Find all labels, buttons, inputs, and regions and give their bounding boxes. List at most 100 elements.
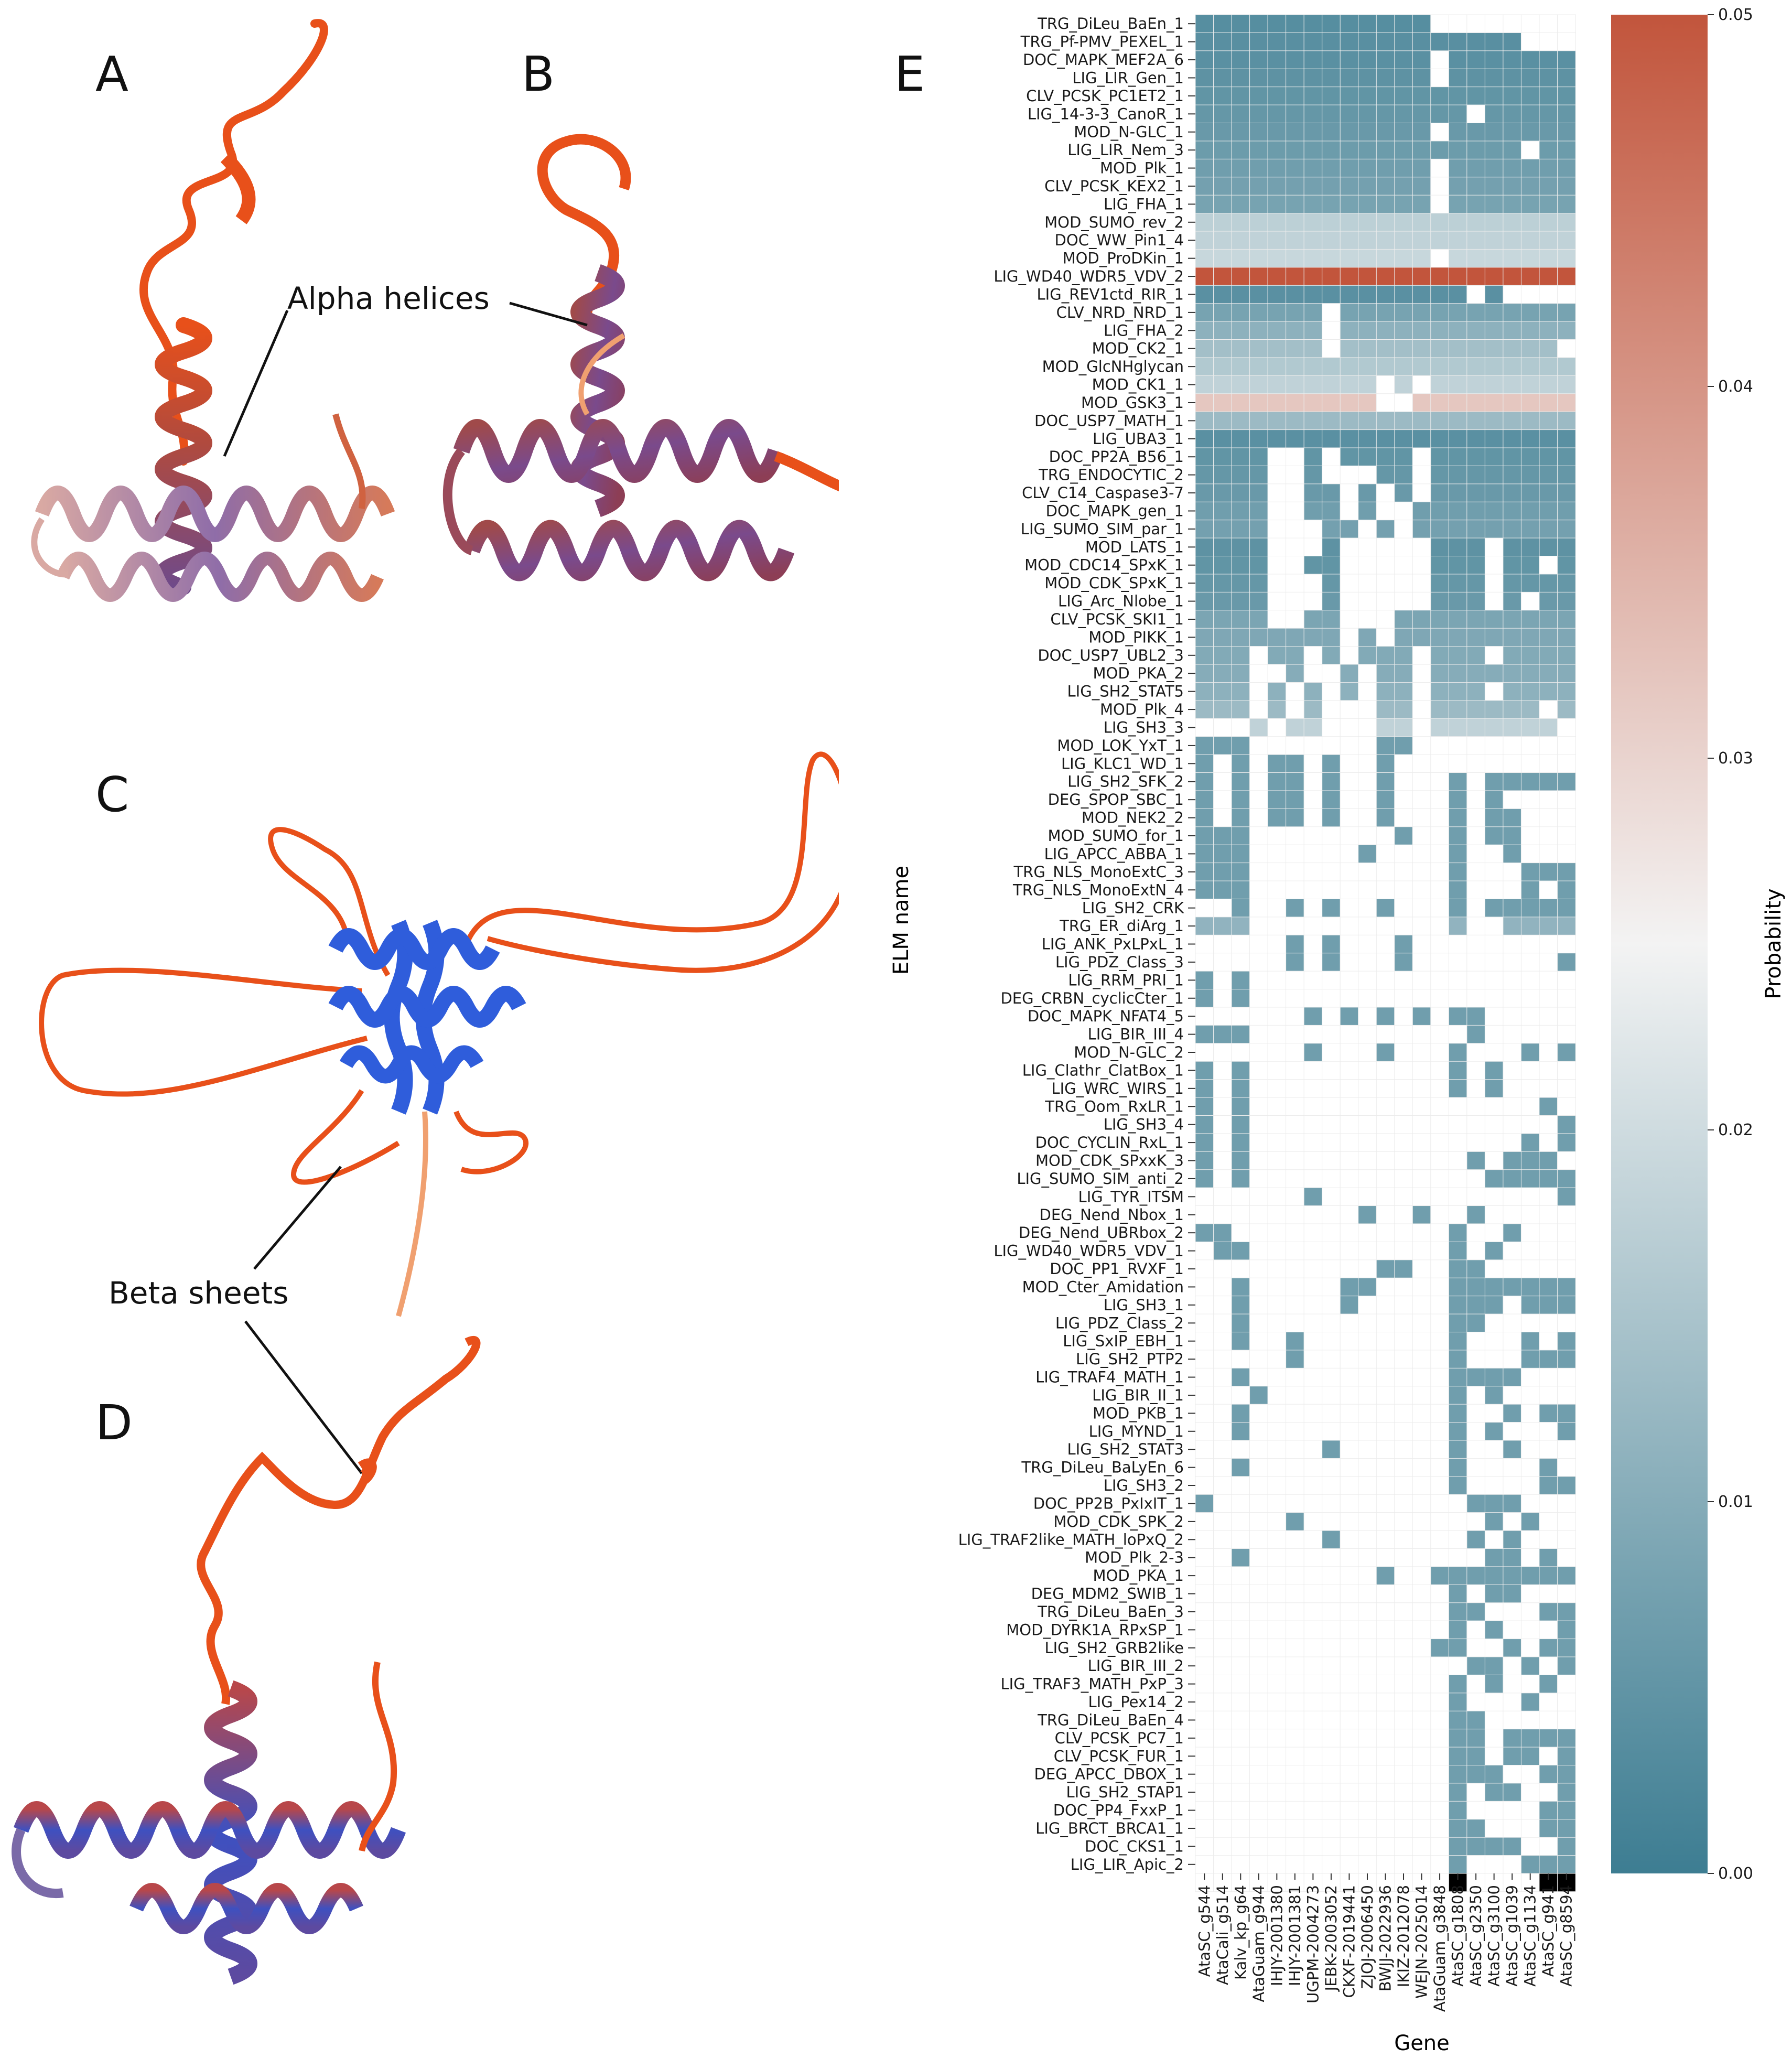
heatmap-cell	[1394, 1693, 1413, 1712]
heatmap-cell	[1267, 483, 1287, 503]
elm-tick-label: LIG_SH3_4	[1104, 1116, 1184, 1134]
heatmap-cell	[1340, 213, 1359, 232]
heatmap-cell	[1322, 483, 1341, 503]
heatmap-cell	[1249, 32, 1268, 51]
heatmap-cell	[1484, 1043, 1504, 1062]
heatmap-cell	[1249, 520, 1268, 538]
heatmap-cell	[1557, 628, 1576, 647]
heatmap-cell	[1358, 537, 1377, 557]
heatmap-cell	[1322, 14, 1341, 34]
heatmap-cell	[1267, 772, 1287, 791]
heatmap-cell	[1430, 556, 1450, 575]
heatmap-cell	[1303, 1079, 1323, 1098]
heatmap-cell	[1358, 1313, 1377, 1333]
heatmap-cell	[1213, 177, 1232, 196]
heatmap-cell	[1376, 917, 1395, 936]
heatmap-cell	[1340, 1331, 1359, 1351]
heatmap-cell	[1195, 898, 1214, 918]
heatmap-cell	[1231, 880, 1250, 900]
heatmap-cell	[1539, 754, 1558, 773]
heatmap-cell	[1557, 1007, 1576, 1026]
heatmap-cell	[1520, 971, 1540, 990]
heatmap-cell	[1484, 1151, 1504, 1170]
heatmap-cell	[1322, 1133, 1341, 1152]
heatmap-cell	[1213, 1079, 1232, 1098]
heatmap-cell	[1376, 591, 1395, 611]
heatmap-cell	[1520, 898, 1540, 918]
heatmap-cell	[1267, 1133, 1287, 1152]
heatmap-cell	[1466, 1350, 1486, 1369]
heatmap-cell	[1249, 736, 1268, 755]
heatmap-cell	[1267, 1819, 1287, 1838]
heatmap-cell	[1412, 646, 1431, 665]
heatmap-cell	[1448, 1097, 1467, 1116]
heatmap-cell	[1249, 1566, 1268, 1586]
heatmap-cell	[1267, 393, 1287, 412]
elm-tick-label: DEG_Nend_Nbox_1	[1039, 1206, 1184, 1224]
heatmap-cell	[1448, 971, 1467, 990]
heatmap-cell	[1358, 1205, 1377, 1224]
heatmap-cell	[1466, 429, 1486, 448]
heatmap-cell	[1520, 826, 1540, 846]
heatmap-cell	[1195, 953, 1214, 972]
heatmap-cell	[1503, 989, 1522, 1008]
heatmap-cell	[1249, 917, 1268, 936]
heatmap-cell	[1557, 1674, 1576, 1694]
heatmap-cell	[1286, 953, 1304, 972]
heatmap-cell	[1286, 591, 1304, 611]
heatmap-cell	[1503, 1205, 1522, 1224]
heatmap-cell	[1340, 357, 1359, 376]
heatmap-cell	[1303, 664, 1323, 683]
heatmap-cell	[1231, 1819, 1250, 1838]
heatmap-cell	[1466, 339, 1486, 358]
heatmap-cell	[1249, 610, 1268, 629]
heatmap-cell	[1249, 790, 1268, 810]
heatmap-cell	[1520, 736, 1540, 755]
heatmap-cell	[1557, 1656, 1576, 1676]
heatmap-cell	[1484, 880, 1504, 900]
heatmap-cell	[1448, 808, 1467, 827]
heatmap-cell	[1286, 1061, 1304, 1080]
heatmap-cell	[1520, 267, 1540, 286]
heatmap-cell	[1412, 520, 1431, 538]
heatmap-cell	[1394, 1007, 1413, 1026]
heatmap-cell	[1394, 1151, 1413, 1170]
heatmap-cell	[1303, 1422, 1323, 1441]
heatmap-cell	[1286, 1187, 1304, 1206]
heatmap-cell	[1303, 1331, 1323, 1351]
heatmap-cell	[1267, 1115, 1287, 1134]
heatmap-cell	[1448, 1512, 1467, 1531]
heatmap-cell	[1231, 195, 1250, 214]
heatmap-cell	[1520, 249, 1540, 268]
heatmap-cell	[1231, 303, 1250, 322]
heatmap-cell	[1376, 1584, 1395, 1603]
heatmap-cell	[1503, 1241, 1522, 1260]
heatmap-cell	[1557, 1584, 1576, 1603]
heatmap-cell	[1412, 1674, 1431, 1694]
heatmap-cell	[1195, 1801, 1214, 1820]
colorbar-tick-label: 0.04	[1718, 378, 1753, 396]
heatmap-cell	[1503, 1656, 1522, 1676]
heatmap-cell	[1195, 375, 1214, 394]
heatmap-cell	[1430, 267, 1450, 286]
heatmap-cell	[1286, 393, 1304, 412]
heatmap-cell	[1466, 1801, 1486, 1820]
heatmap-cell	[1557, 682, 1576, 701]
heatmap-cell	[1466, 1602, 1486, 1621]
heatmap-cell	[1412, 1367, 1431, 1387]
heatmap-cell	[1412, 1079, 1431, 1098]
heatmap-cell	[1520, 1584, 1540, 1603]
heatmap-cell	[1195, 556, 1214, 575]
heatmap-cell	[1340, 863, 1359, 881]
heatmap-cell	[1358, 646, 1377, 665]
heatmap-cell	[1195, 177, 1214, 196]
heatmap-cell	[1213, 267, 1232, 286]
heatmap-cell	[1286, 339, 1304, 358]
heatmap-cell	[1557, 141, 1576, 160]
heatmap-cell	[1430, 718, 1450, 737]
heatmap-cell	[1267, 141, 1287, 160]
heatmap-cell	[1557, 772, 1576, 791]
heatmap-cell	[1394, 1873, 1413, 1892]
heatmap-cell	[1286, 1259, 1304, 1279]
heatmap-cell	[1484, 1422, 1504, 1441]
